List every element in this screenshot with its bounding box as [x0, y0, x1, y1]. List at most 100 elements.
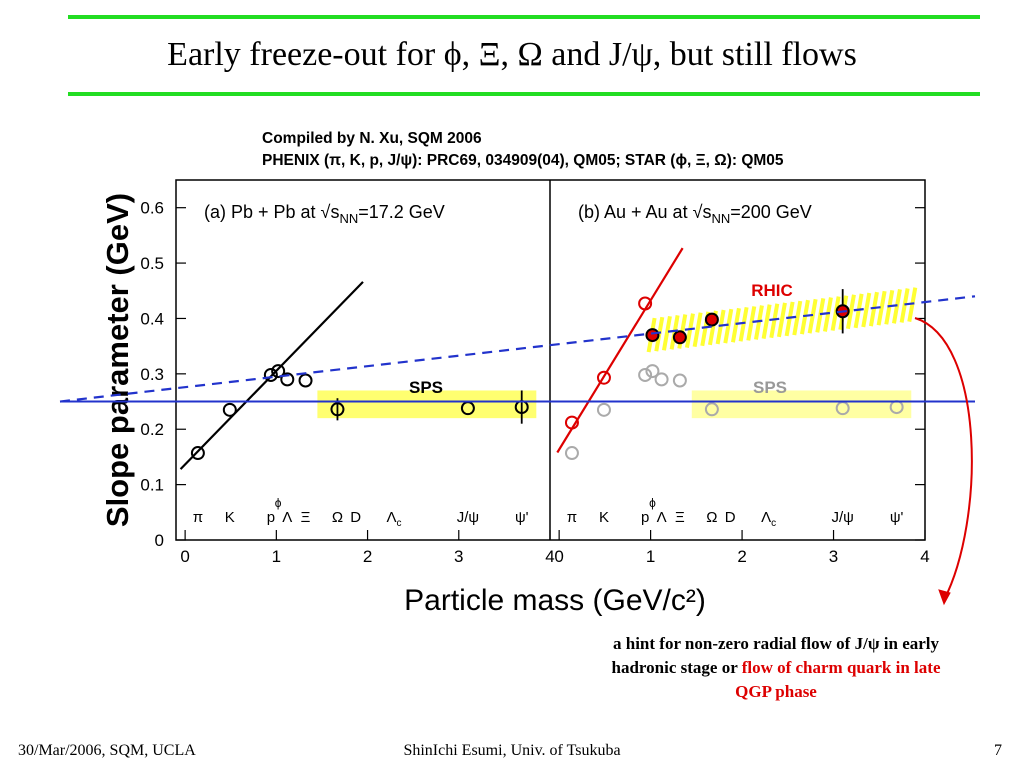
rhic-band-hatch: [792, 300, 803, 336]
rhic-band-hatch: [822, 297, 833, 332]
panel-label-subscript: NN: [339, 211, 358, 226]
y-tick-label: 0.6: [140, 199, 164, 218]
rhic-band-hatch: [769, 303, 780, 339]
rhic-band-hatch: [899, 288, 910, 323]
rhic-band-hatch: [669, 315, 680, 350]
particle-label: K: [599, 509, 609, 526]
particle-label-subscript: c: [397, 518, 402, 529]
rhic-band-hatch: [891, 289, 902, 324]
data-point: [596, 402, 611, 417]
particle-label: Ξ: [675, 509, 685, 526]
data-point: [280, 372, 295, 387]
data-point: [190, 446, 205, 461]
rhic-band-hatch: [799, 299, 810, 335]
y-tick-label: 0.2: [140, 420, 164, 439]
x-tick-label: 4: [545, 547, 554, 566]
data-point: [672, 373, 687, 388]
x-tick-label: 2: [737, 547, 746, 566]
panel-label-energy: =200 GeV: [730, 202, 812, 222]
particle-label: Ω: [706, 509, 717, 526]
particle-label: Λ: [657, 509, 667, 526]
y-tick-label: 0.5: [140, 254, 164, 273]
data-point: [263, 367, 278, 382]
particle-label: ψ': [890, 509, 904, 526]
particle-label: Ξ: [301, 509, 311, 526]
x-tick-label: 2: [363, 547, 372, 566]
particle-label: D: [350, 509, 361, 526]
rhic-band-hatch: [845, 294, 856, 330]
top-rule: [68, 15, 980, 19]
x-tick-label: 0: [554, 547, 563, 566]
rhic-band-hatch: [876, 290, 887, 326]
footer-page-number: 7: [994, 742, 1002, 759]
rhic-band-hatch: [868, 291, 879, 327]
particle-label: π: [567, 509, 577, 526]
data-point: [704, 402, 719, 417]
panel-label-main: (b) Au + Au at √s: [578, 202, 711, 222]
credit-line-1: Compiled by N. Xu, SQM 2006: [262, 130, 482, 147]
rhic-band-hatch: [738, 306, 749, 342]
x-axis-title: Particle mass (GeV/c²): [404, 584, 706, 617]
data-point: [330, 402, 345, 417]
bottom-title-rule: [68, 92, 980, 96]
data-point: [704, 312, 719, 327]
fit-line: [556, 247, 684, 454]
sps-band-label: SPS: [409, 378, 443, 397]
rhic-band-hatch: [692, 312, 703, 348]
rhic-band-hatch: [661, 315, 672, 351]
sps-band: [317, 390, 537, 419]
rhic-band-hatch: [684, 313, 695, 348]
flow-trend-dashed-line: [59, 295, 976, 403]
particle-label: ϕ: [275, 496, 282, 510]
particle-label: Ω: [332, 509, 343, 526]
particle-label: ψ': [515, 509, 529, 526]
y-tick-label: 0.4: [140, 309, 164, 328]
rhic-band-hatch: [784, 301, 795, 337]
x-tick-label: 1: [646, 547, 655, 566]
particle-label: π: [193, 509, 203, 526]
particle-label: J/ψ: [831, 509, 853, 526]
rhic-band-hatch: [776, 302, 787, 338]
rhic-band-hatch: [830, 296, 841, 331]
rhic-band-hatch: [853, 293, 864, 329]
data-point: [564, 446, 579, 461]
rhic-band-hatch: [746, 306, 757, 341]
fit-line: [179, 281, 364, 470]
rhic-band-hatch: [715, 309, 726, 345]
particle-label-subscript: c: [771, 518, 776, 529]
particle-label: D: [725, 509, 736, 526]
particle-label: ϕ: [649, 496, 656, 510]
data-point: [638, 296, 653, 311]
particle-label: Λ: [282, 509, 292, 526]
data-point: [654, 372, 669, 387]
data-point: [645, 328, 660, 343]
x-tick-label: 1: [272, 547, 281, 566]
y-tick-label: 0.1: [140, 476, 164, 495]
particle-label: Λc: [386, 509, 401, 529]
x-tick-label: 0: [180, 547, 189, 566]
panel-label-subscript: NN: [711, 211, 730, 226]
note-text-red: flow of charm quark in late QGP phase: [735, 658, 941, 701]
annotation-arrow: [914, 317, 973, 601]
y-axis-title: Slope parameter (GeV): [100, 193, 135, 527]
data-point: [271, 364, 286, 379]
rhic-band-hatch: [815, 298, 826, 333]
data-point: [222, 402, 237, 417]
x-tick-label: 4: [920, 547, 929, 566]
sps-band: [691, 390, 912, 419]
rhic-band-hatch: [730, 307, 741, 343]
particle-label: p: [641, 509, 649, 526]
data-point: [596, 370, 611, 385]
annotation-arrow-head: [938, 589, 951, 606]
y-tick-label: 0.3: [140, 365, 164, 384]
rhic-band-hatch: [761, 304, 772, 339]
x-tick-label: 3: [829, 547, 838, 566]
panel-label: (b) Au + Au at √sNN=200 GeV: [578, 202, 812, 226]
footer-author: ShinIchi Esumi, Univ. of Tsukuba: [403, 742, 621, 759]
data-point: [645, 364, 660, 379]
rhic-band-hatch: [807, 298, 818, 334]
y-tick-label: 0: [155, 531, 164, 550]
particle-label: J/ψ: [457, 509, 479, 526]
rhic-band-hatch: [861, 292, 872, 328]
